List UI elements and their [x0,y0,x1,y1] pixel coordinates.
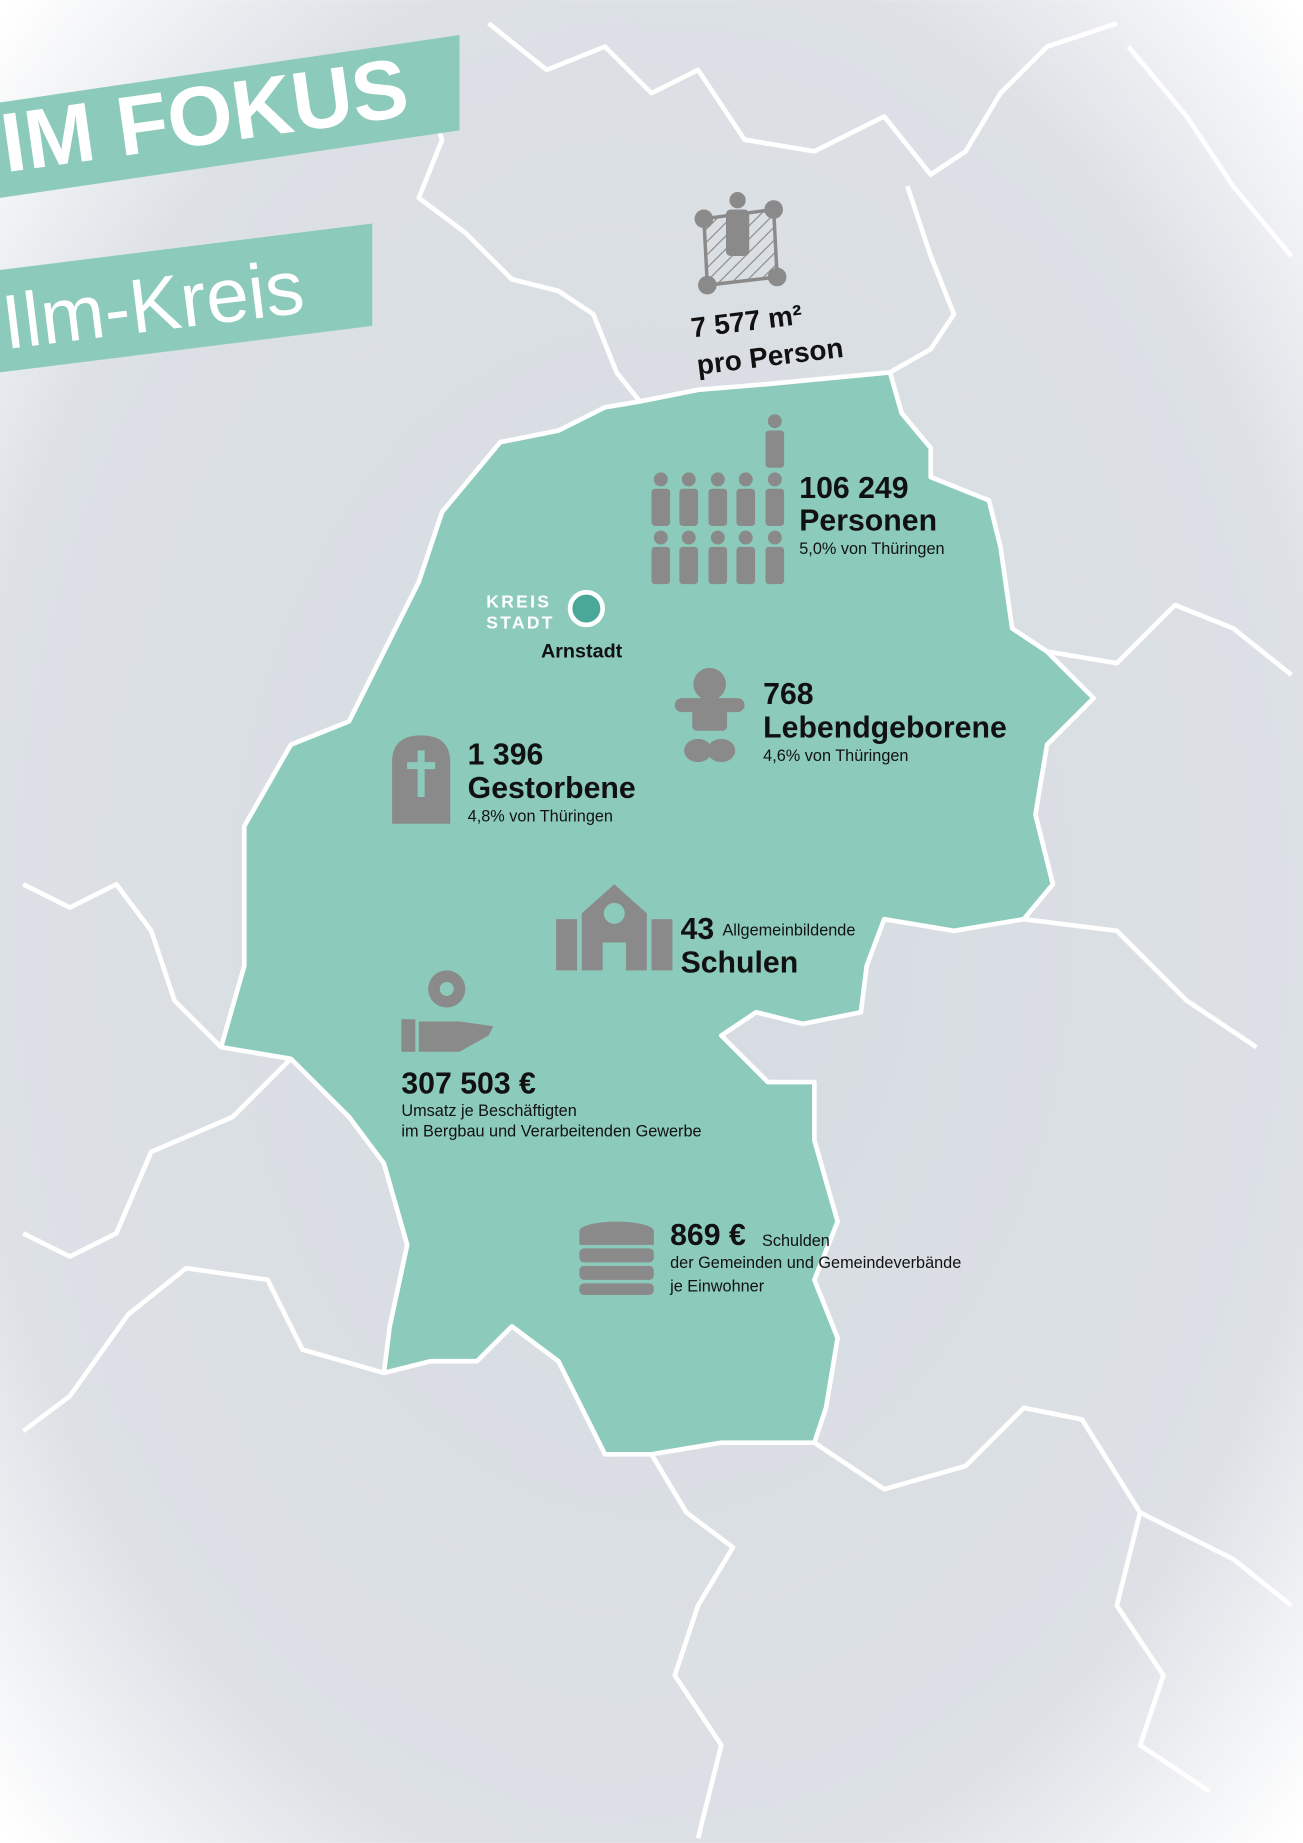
neighbor-borders [21,21,1294,1839]
capital-line1: KREIS [486,591,551,611]
title-banner [0,34,460,198]
subtitle-banner [0,223,373,373]
births-value: 768 [763,678,813,711]
population-icon [651,414,785,585]
debt-line1: der Gemeinden und Gemeindeverbände [670,1254,961,1272]
schools-qualifier: Allgemeinbildende [722,921,855,939]
district-shape [218,370,1096,1457]
schools-icon [556,884,673,971]
capital-name: Arnstadt [541,640,623,662]
deaths-share: 4,8% von Thüringen [468,807,613,825]
schools-value: 43 [681,913,715,946]
population-share: 5,0% von Thüringen [799,540,944,558]
revenue-line2: im Bergbau und Verarbeitenden Gewerbe [401,1123,701,1141]
debt-icon [579,1221,654,1295]
revenue-value: 307 503 € [401,1068,536,1101]
deaths-label: Gestorbene [468,772,636,805]
population-value: 106 249 [799,472,908,505]
debt-line2: je Einwohner [669,1277,765,1295]
revenue-icon [401,970,494,1052]
births-share: 4,6% von Thüringen [763,747,908,765]
capital-marker [567,589,605,628]
population-label: Personen [799,505,937,538]
debt-value: 869 € [670,1219,746,1252]
births-icon [674,667,745,763]
deaths-icon [392,735,451,824]
births-label: Lebendgeborene [763,712,1007,745]
revenue-line1: Umsatz je Beschäftigten [401,1102,576,1120]
schools-label: Schulen [681,947,799,980]
area-icon [694,192,787,295]
debt-label: Schulden [762,1232,830,1250]
deaths-value: 1 396 [468,738,544,771]
capital-line2: STADT [486,612,554,632]
